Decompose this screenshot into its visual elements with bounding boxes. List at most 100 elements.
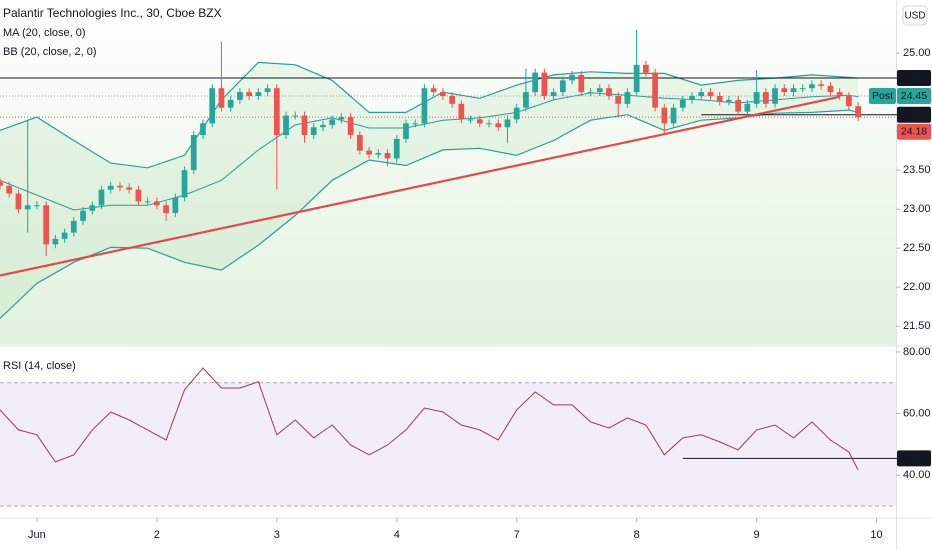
candle-body [209, 88, 216, 124]
candle-body [578, 74, 585, 93]
currency-box[interactable] [902, 5, 928, 26]
marks: 25.0024.0023.5023.0022.5022.0021.5024.68… [0, 29, 931, 541]
candle-body [569, 74, 575, 81]
candle-body [449, 96, 455, 104]
candle-body [421, 88, 428, 124]
candle-body [643, 64, 649, 73]
price-tag [897, 106, 931, 123]
price-tag-label: 24.21 [901, 109, 927, 121]
y-tick-label: 80.00 [903, 346, 931, 358]
y-tick-label: 40.00 [903, 469, 931, 481]
candle-body [836, 92, 843, 97]
candle-body [679, 99, 686, 108]
bb-fill [0, 62, 859, 319]
candle-body [301, 115, 308, 136]
x-tick-label: 3 [274, 529, 280, 541]
rsi-band [0, 382, 896, 506]
candle-body [670, 107, 677, 124]
candle-body [24, 205, 31, 210]
rsi-title: RSI (14, close) [3, 360, 76, 372]
candle-body [412, 123, 419, 125]
x-tick-label: 7 [514, 529, 520, 541]
candle-body [523, 92, 529, 108]
indicator-label: MA (20, close, 0) [3, 27, 86, 39]
candle-body [273, 88, 280, 136]
price-tag-label: 24.68 [901, 72, 927, 84]
candle-body [347, 117, 354, 136]
price-tag [897, 123, 931, 140]
candle-body [430, 88, 437, 93]
candle-body [329, 119, 336, 125]
y-tick-label: 25.00 [903, 47, 931, 59]
y-tick-label: 22.00 [903, 281, 931, 293]
candle-body [15, 193, 22, 210]
trendline [0, 95, 840, 277]
candle-body [532, 72, 539, 93]
candle-body [34, 205, 40, 207]
candle-body [375, 152, 382, 155]
candle-body [0, 181, 3, 186]
session-tag-label: Post [872, 90, 893, 102]
rsi-tag-label: 45.46 [901, 452, 927, 464]
candle-body [89, 205, 96, 211]
candle-body [181, 170, 188, 198]
candle-body [227, 99, 234, 108]
candle-body [384, 152, 391, 159]
candle-body [781, 88, 788, 93]
candle-body [495, 123, 502, 128]
candle-body [440, 92, 446, 97]
candle-body [716, 96, 723, 102]
y-tick-label: 22.50 [903, 242, 931, 254]
candle-body [135, 189, 142, 202]
candle-body [43, 205, 49, 245]
candle-body [707, 92, 714, 97]
candle-body [356, 135, 363, 151]
candle-body [107, 185, 114, 190]
candle-body [310, 127, 317, 136]
candle-body [153, 201, 160, 206]
candle-body [476, 119, 483, 124]
candle-body [190, 135, 197, 171]
candle-body [246, 92, 252, 97]
x-tick-label: 2 [154, 529, 160, 541]
candle-body [790, 88, 797, 93]
candle-body [200, 123, 206, 136]
candle-body [633, 64, 640, 93]
candle-body [117, 185, 123, 188]
candle-body [753, 92, 760, 104]
indicator-label: BB (20, close, 2, 0) [3, 46, 97, 58]
candle-body [61, 232, 68, 239]
candle-body [799, 88, 806, 90]
candle-body [513, 107, 520, 120]
candle-body [541, 72, 548, 97]
candle-body [172, 197, 179, 214]
candle-body [762, 92, 769, 104]
y-tick-label: 23.00 [903, 203, 931, 215]
y-tick-label: 23.50 [903, 164, 931, 176]
candle-body [393, 138, 400, 159]
price-tag [897, 88, 931, 105]
candle-body [320, 124, 326, 128]
candle-body [744, 103, 751, 112]
candle-body [98, 189, 105, 206]
candle-body [403, 123, 409, 139]
candle-body [80, 210, 86, 221]
y-tick-label: 60.00 [903, 407, 931, 419]
candle-body [504, 119, 511, 128]
x-tick-label: 9 [754, 529, 760, 541]
candle-body [661, 107, 668, 124]
x-tick-label: 8 [634, 529, 640, 541]
candle-body [772, 88, 778, 104]
currency[interactable]: USD [904, 11, 925, 22]
candle-body [218, 88, 225, 108]
candle-body [689, 96, 695, 100]
candle-body [52, 238, 59, 245]
candle-body [283, 115, 289, 136]
candle-body [338, 117, 345, 120]
candle-body [559, 80, 566, 93]
x-tick-label: 10 [870, 529, 882, 541]
candle-body [855, 106, 861, 118]
candle-body [606, 88, 612, 97]
rsi-pane [0, 347, 896, 518]
rsi-line [0, 367, 859, 471]
